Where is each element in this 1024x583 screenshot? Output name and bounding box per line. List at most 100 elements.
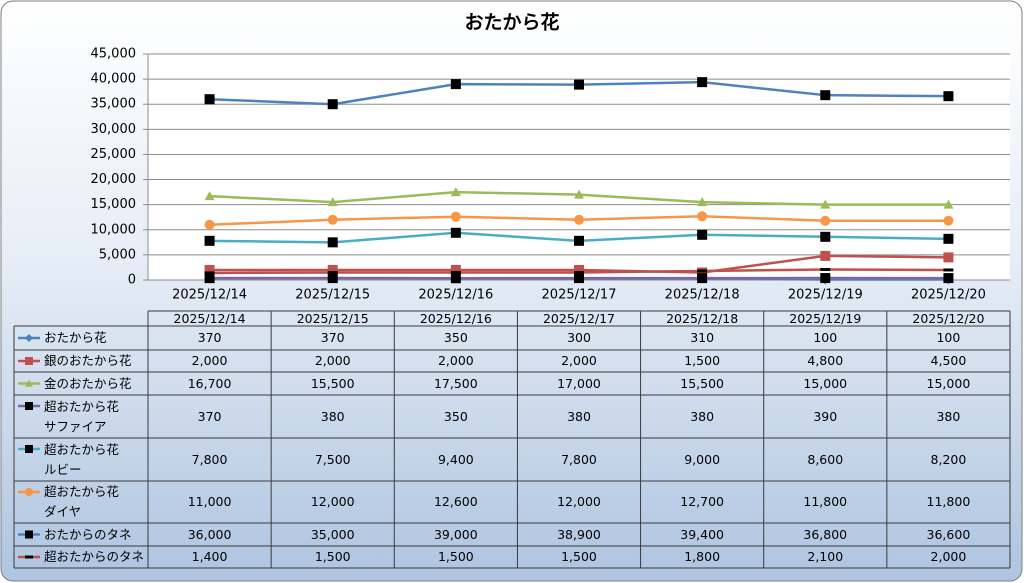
table-value: 39,400 xyxy=(680,526,724,542)
table-value: 1,500 xyxy=(314,549,351,564)
table-value: 310 xyxy=(690,330,715,345)
legend-label: 超おたから花 ルビー xyxy=(44,441,120,477)
marker xyxy=(327,99,338,110)
table-value: 380 xyxy=(567,408,591,424)
marker xyxy=(450,211,461,222)
marker xyxy=(450,264,461,275)
table-value: 8,600 xyxy=(807,451,844,467)
chart-title: おたから花 xyxy=(464,11,559,34)
legend-marker xyxy=(25,488,33,496)
table-value: 8,200 xyxy=(930,451,967,467)
table-value: 7,800 xyxy=(561,451,597,467)
marker xyxy=(943,215,954,226)
marker xyxy=(450,270,461,274)
marker xyxy=(697,211,708,222)
table-value: 1,800 xyxy=(684,549,721,564)
marker xyxy=(574,235,584,246)
x-tick-label: 2025/12/20 xyxy=(911,288,986,303)
legend-marker xyxy=(25,334,33,342)
table-value: 4,800 xyxy=(807,353,844,368)
marker xyxy=(943,252,954,263)
marker xyxy=(697,229,708,240)
table-value: 9,400 xyxy=(437,451,474,467)
table-value: 2,000 xyxy=(561,353,597,368)
y-tick-label: 40,000 xyxy=(91,72,137,87)
table-value: 15,000 xyxy=(803,375,848,391)
marker xyxy=(327,270,338,274)
table-value: 9,000 xyxy=(684,451,721,467)
table-value: 12,000 xyxy=(557,494,601,509)
legend-label: 超おたから花 ダイヤ xyxy=(44,484,120,519)
marker xyxy=(574,264,584,275)
marker xyxy=(574,189,584,199)
marker xyxy=(574,214,584,225)
table-header: 2025/12/18 xyxy=(666,310,739,326)
marker xyxy=(574,273,584,284)
legend-label: 超おたから花 サファイア xyxy=(44,398,120,434)
table-value: 17,000 xyxy=(557,375,601,391)
table-header: 2025/12/19 xyxy=(789,310,862,326)
table-value: 15,500 xyxy=(310,375,355,391)
marker xyxy=(327,214,338,225)
table-value: 16,700 xyxy=(187,375,232,391)
table-value: 390 xyxy=(813,408,838,424)
table-value: 2,000 xyxy=(930,549,967,564)
table-value: 350 xyxy=(443,408,468,424)
y-tick-label: 35,000 xyxy=(91,97,137,112)
marker xyxy=(820,199,831,209)
table-value: 1,500 xyxy=(561,549,597,564)
legend-marker xyxy=(25,445,33,453)
legend-label: 超おたからのタネ xyxy=(44,549,145,564)
marker xyxy=(450,273,461,284)
legend-marker xyxy=(25,379,33,387)
table-value: 17,500 xyxy=(433,375,478,391)
marker xyxy=(327,264,338,275)
table-value: 380 xyxy=(936,408,961,424)
marker xyxy=(204,94,215,105)
table-value: 100 xyxy=(936,330,961,345)
y-tick-label: 45,000 xyxy=(91,47,137,62)
marker xyxy=(574,79,584,90)
x-tick-label: 2025/12/18 xyxy=(665,288,740,303)
table-value: 15,000 xyxy=(926,375,971,391)
marker xyxy=(697,197,708,207)
legend-label: おたから花 xyxy=(44,330,107,345)
table-value: 11,800 xyxy=(926,494,971,509)
legend-label: おたからのタネ xyxy=(44,526,132,542)
marker xyxy=(820,231,831,242)
legend-marker xyxy=(25,402,33,410)
marker xyxy=(450,79,461,90)
y-tick-label: 10,000 xyxy=(91,222,137,237)
x-tick-label: 2025/12/14 xyxy=(172,288,247,303)
table-value: 36,800 xyxy=(803,526,848,542)
marker xyxy=(697,269,708,273)
table-value: 11,800 xyxy=(803,494,848,509)
marker xyxy=(204,264,215,275)
table-value: 380 xyxy=(690,408,715,424)
y-tick-label: 5,000 xyxy=(99,247,136,262)
table-value: 38,900 xyxy=(557,526,601,542)
marker xyxy=(204,219,215,230)
table-value: 12,600 xyxy=(433,494,478,509)
marker xyxy=(204,273,215,284)
table-value: 2,000 xyxy=(191,353,228,368)
y-tick-label: 30,000 xyxy=(91,122,137,137)
table-value: 15,500 xyxy=(680,375,724,391)
marker xyxy=(697,273,708,284)
legend-label: 銀のおたから花 xyxy=(44,353,132,368)
marker xyxy=(943,91,954,102)
y-tick-label: 0 xyxy=(128,273,136,288)
marker xyxy=(697,77,708,88)
table-value: 12,000 xyxy=(310,494,355,509)
table-value: 36,000 xyxy=(187,526,232,542)
table-value: 380 xyxy=(320,408,345,424)
table-value: 36,600 xyxy=(926,526,971,542)
marker xyxy=(943,268,954,272)
y-tick-label: 20,000 xyxy=(91,172,137,187)
table-value: 35,000 xyxy=(310,526,355,542)
marker xyxy=(820,215,831,226)
marker xyxy=(327,273,338,284)
x-tick-label: 2025/12/17 xyxy=(542,288,617,303)
marker xyxy=(327,237,338,248)
